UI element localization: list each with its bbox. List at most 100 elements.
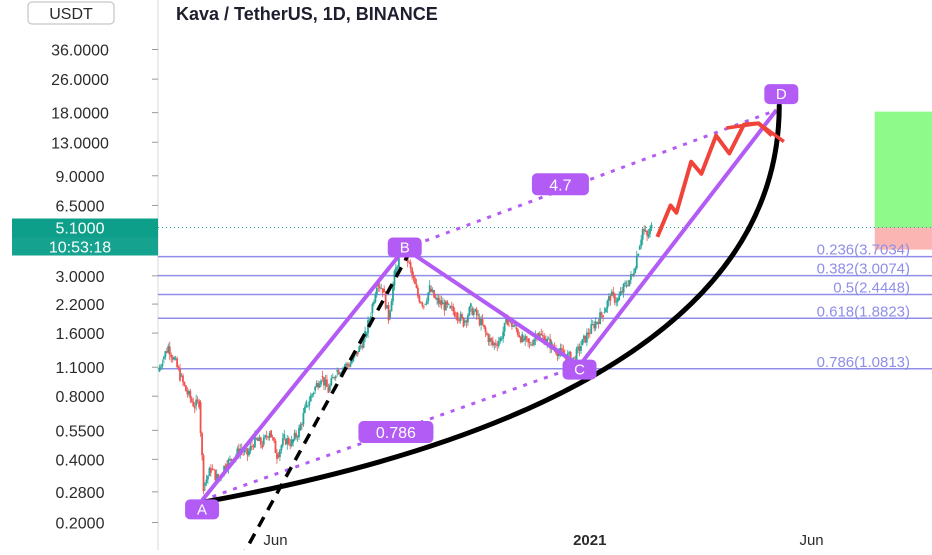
candle-body — [392, 285, 394, 302]
candle-body — [493, 343, 496, 346]
candle-body — [334, 376, 337, 379]
candle-body — [356, 351, 359, 355]
y-tick-label: 2.2000 — [56, 297, 105, 314]
candle-body — [167, 345, 170, 353]
pattern-labels: A B C D 4.7 0.786 — [185, 84, 799, 520]
candle-body — [572, 357, 575, 359]
chart-title: Kava / TetherUS, 1D, BINANCE — [176, 4, 438, 24]
candle-body — [374, 294, 377, 303]
candle-body — [346, 363, 349, 366]
candle-body — [538, 333, 541, 338]
candle-body — [516, 329, 519, 336]
position-zones — [874, 111, 932, 250]
candle-body — [584, 335, 587, 343]
candle-body — [348, 365, 350, 367]
candle-body — [437, 297, 440, 304]
candle-body — [193, 406, 196, 409]
point-label-a: A — [197, 501, 207, 518]
candle-body — [202, 455, 205, 492]
candle-body — [533, 339, 535, 345]
point-badge-d — [764, 84, 799, 105]
candle-body — [158, 367, 161, 372]
candle-body — [585, 332, 588, 343]
candle-body — [583, 335, 585, 340]
candle-body — [556, 353, 559, 357]
candle-body — [519, 337, 522, 343]
candle-body — [259, 437, 262, 445]
last-price-value: 5.1000 — [56, 221, 105, 238]
candle-body — [168, 346, 171, 355]
candle-body — [267, 436, 270, 438]
candle-body — [286, 438, 289, 445]
candle-body — [499, 337, 502, 342]
candle-body — [537, 333, 540, 338]
candle-body — [352, 355, 355, 361]
candle-body — [312, 392, 315, 395]
candle-body — [280, 445, 283, 451]
candle-body — [333, 377, 336, 379]
candle-body — [229, 458, 231, 460]
candle-body — [430, 288, 433, 292]
candle-body — [327, 386, 330, 393]
candle-body — [624, 282, 626, 284]
candle-body — [610, 291, 613, 297]
candle-body — [469, 303, 472, 308]
candle-body — [434, 297, 437, 299]
candle-body — [587, 332, 590, 335]
candle-body — [597, 321, 600, 325]
take-profit-zone — [874, 111, 932, 228]
candle-body — [268, 433, 271, 438]
candle-body — [512, 326, 515, 327]
candle-body — [483, 324, 485, 328]
candle-body — [243, 449, 246, 453]
candle-body — [474, 309, 477, 312]
fib-level-label: 0.618(1.8823) — [817, 303, 910, 320]
candle-body — [195, 399, 198, 406]
candle-body — [496, 345, 499, 346]
candle-body — [541, 335, 544, 337]
stop-loss-zone — [874, 227, 932, 250]
y-tick-label: 0.5500 — [56, 423, 105, 440]
candle-body — [477, 314, 480, 316]
ratio-label: 4.7 — [549, 177, 571, 194]
currency-badge[interactable] — [27, 1, 115, 25]
candle-body — [566, 353, 569, 356]
candle-body — [276, 453, 278, 460]
candle-body — [212, 469, 215, 471]
candle-body — [368, 319, 371, 321]
candle-body — [607, 296, 610, 301]
candle-body — [337, 370, 340, 375]
bd-ratio-dotted-line — [404, 108, 777, 250]
candle-body — [371, 304, 374, 313]
candle-body — [279, 450, 281, 458]
currency-badge-label: USDT — [49, 6, 93, 23]
y-tick-label: 0.8000 — [56, 389, 105, 406]
fib-level-label: 0.236(3.7034) — [817, 242, 910, 259]
candle-body — [475, 309, 478, 316]
y-tick-label: 13.0000 — [51, 135, 109, 152]
y-tick-label: 18.0000 — [51, 106, 109, 123]
candle-body — [424, 303, 427, 305]
candle-body — [370, 316, 372, 320]
x-tick-label: Jun — [799, 532, 823, 549]
candle-body — [530, 344, 532, 346]
candle-body — [389, 311, 391, 318]
candle-body — [606, 300, 609, 309]
candle-body — [502, 331, 505, 339]
candle-body — [378, 286, 381, 289]
candle-body — [336, 370, 339, 372]
candle-body — [199, 402, 202, 434]
candle-body — [647, 234, 650, 237]
point-label-b: B — [400, 240, 410, 257]
y-tick-label: 1.1000 — [56, 360, 105, 377]
candle-body — [508, 319, 510, 322]
candle-body — [397, 253, 400, 267]
candle-body — [465, 320, 468, 323]
candle-body — [395, 267, 397, 276]
candle-body — [527, 338, 530, 343]
candle-body — [187, 391, 190, 395]
candle-body — [443, 302, 446, 311]
candle-body — [425, 301, 428, 304]
